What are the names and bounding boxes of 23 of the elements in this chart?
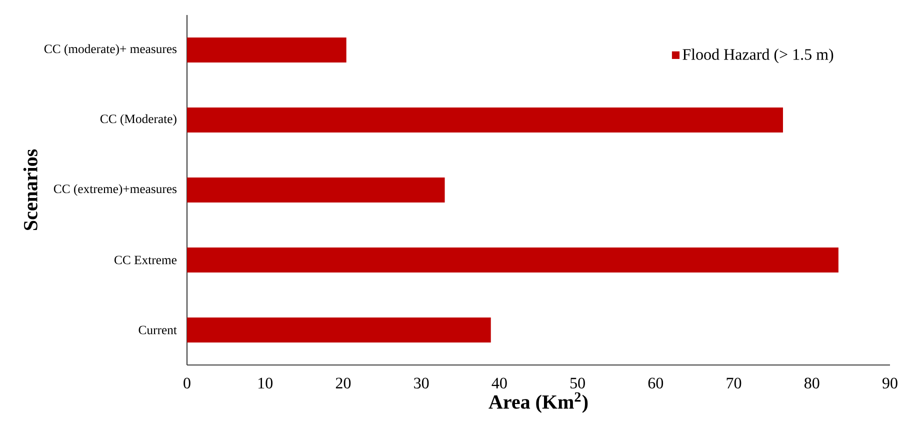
y-tick-label: Current	[138, 326, 177, 334]
y-tick-label: CC (moderate)+ measures	[44, 44, 177, 56]
x-tick-label: 30	[414, 378, 429, 389]
legend-label: Flood Hazard (> 1.5 m)	[682, 48, 834, 64]
x-tick-label: 80	[804, 378, 820, 389]
bar	[187, 108, 783, 133]
x-tick-label: 70	[726, 378, 742, 389]
x-tick-label: 50	[570, 378, 585, 389]
x-tick-label: 60	[648, 378, 664, 389]
x-tick-label: 20	[336, 378, 351, 389]
x-tick-label: 10	[258, 378, 272, 389]
y-tick-label: CC (extreme)+measures	[54, 184, 177, 196]
bar	[187, 318, 491, 343]
x-tick-label: 0	[184, 378, 190, 389]
bar	[187, 178, 445, 203]
y-tick-label: CC (Moderate)	[100, 114, 176, 126]
y-tick-label: CC Extreme	[114, 256, 177, 264]
bar	[187, 248, 838, 273]
x-tick-label: 40	[492, 378, 507, 389]
y-axis-title: Scenarios	[23, 149, 38, 230]
bar	[187, 38, 346, 63]
x-axis-title: Area (Km$^{2}$)	[488, 392, 588, 413]
x-tick-label: 90	[882, 378, 898, 389]
